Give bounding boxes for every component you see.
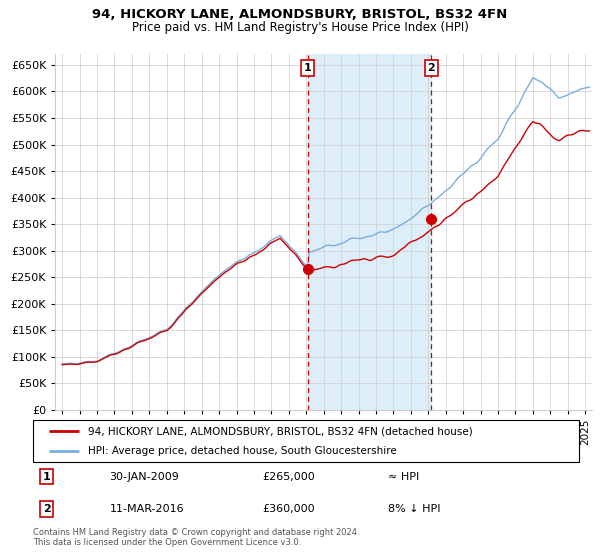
Text: ≈ HPI: ≈ HPI [388,472,419,482]
Text: 1: 1 [304,63,311,73]
Bar [308,54,431,410]
Text: Contains HM Land Registry data © Crown copyright and database right 2024.
This d: Contains HM Land Registry data © Crown c… [33,528,359,547]
Text: 2: 2 [43,504,50,514]
Text: Price paid vs. HM Land Registry's House Price Index (HPI): Price paid vs. HM Land Registry's House … [131,21,469,34]
Text: 1: 1 [43,472,50,482]
Text: 2: 2 [427,63,435,73]
Text: £265,000: £265,000 [262,472,315,482]
Text: HPI: Average price, detached house, South Gloucestershire: HPI: Average price, detached house, Sout… [88,446,397,456]
Text: £360,000: £360,000 [262,504,315,514]
Text: 8% ↓ HPI: 8% ↓ HPI [388,504,440,514]
Text: 30-JAN-2009: 30-JAN-2009 [109,472,179,482]
Text: 94, HICKORY LANE, ALMONDSBURY, BRISTOL, BS32 4FN (detached house): 94, HICKORY LANE, ALMONDSBURY, BRISTOL, … [88,426,472,436]
Text: 11-MAR-2016: 11-MAR-2016 [109,504,184,514]
Text: 94, HICKORY LANE, ALMONDSBURY, BRISTOL, BS32 4FN: 94, HICKORY LANE, ALMONDSBURY, BRISTOL, … [92,8,508,21]
